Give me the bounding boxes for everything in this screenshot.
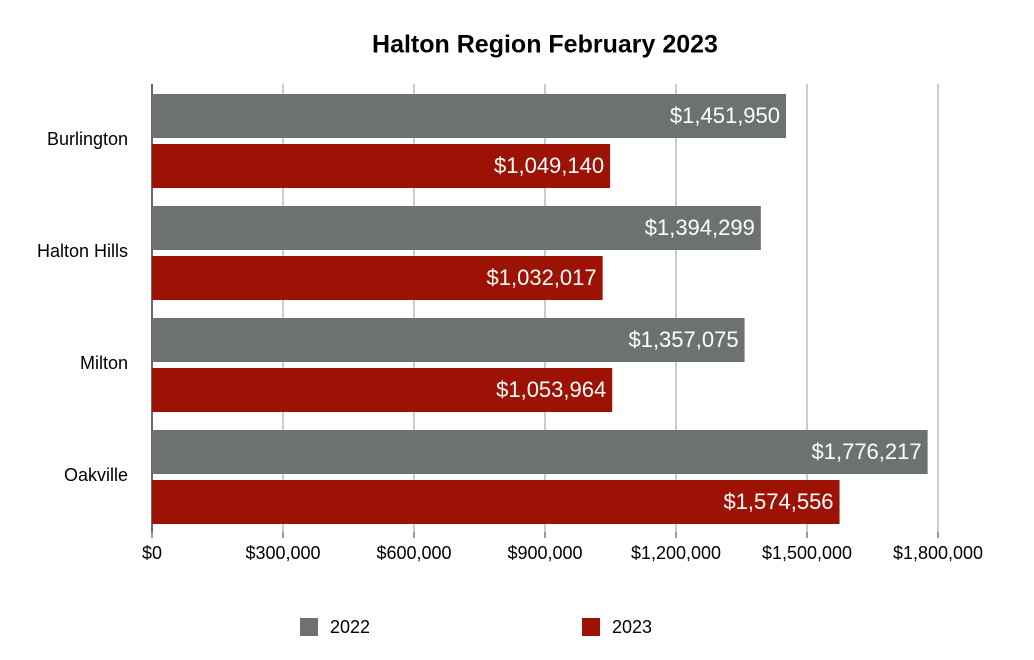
legend-label: 2023	[612, 617, 652, 637]
x-tick-label: $300,000	[245, 543, 320, 563]
bar	[152, 94, 787, 138]
legend-swatch	[582, 618, 600, 636]
x-tick-label: $0	[142, 543, 162, 563]
x-tick-label: $1,200,000	[631, 543, 721, 563]
bar	[152, 144, 611, 188]
legend-label: 2022	[330, 617, 370, 637]
y-tick-label: Oakville	[64, 465, 128, 485]
bar	[152, 318, 745, 362]
x-tick-label: $900,000	[507, 543, 582, 563]
value-label: $1,451,950	[670, 103, 780, 128]
bar	[152, 256, 603, 300]
legend-swatch	[300, 618, 318, 636]
value-label: $1,357,075	[628, 327, 738, 352]
value-label: $1,032,017	[487, 265, 597, 290]
chart-title: Halton Region February 2023	[372, 31, 718, 59]
y-tick-label: Milton	[80, 353, 128, 373]
y-tick-label: Halton Hills	[37, 241, 128, 261]
value-label: $1,776,217	[812, 439, 922, 464]
value-label: $1,049,140	[494, 153, 604, 178]
value-label: $1,394,299	[645, 215, 755, 240]
bar	[152, 430, 928, 474]
bar	[152, 480, 840, 524]
x-tick-label: $600,000	[376, 543, 451, 563]
y-tick-label: Burlington	[47, 129, 128, 149]
x-tick-label: $1,500,000	[762, 543, 852, 563]
bar	[152, 368, 613, 412]
x-tick-label: $1,800,000	[893, 543, 983, 563]
value-label: $1,053,964	[496, 377, 606, 402]
value-label: $1,574,556	[723, 489, 833, 514]
bar	[152, 206, 761, 250]
